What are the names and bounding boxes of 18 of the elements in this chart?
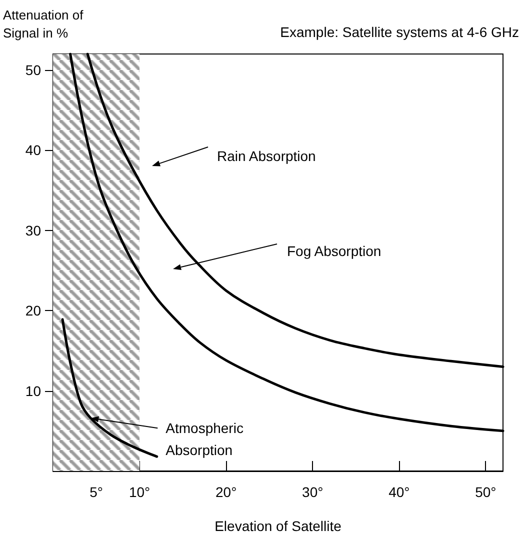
annotation: Fog Absorption	[287, 243, 382, 259]
x-tick-label: 50°	[475, 484, 496, 500]
chart-title: Example: Satellite systems at 4-6 GHz	[280, 24, 520, 40]
y-axis-title: Attenuation of Signal in %	[3, 8, 84, 40]
x-tick-label: 5°	[90, 484, 103, 500]
x-axis-title: Elevation of Satellite	[214, 518, 342, 534]
line-series	[61, 318, 158, 458]
annotation: Atmospheric Absorption	[166, 420, 244, 458]
y-tick-label: 40	[25, 142, 42, 158]
y-tick-label: 30	[25, 222, 42, 238]
x-tick-label: 10°	[128, 484, 150, 500]
y-tick-label: 10	[25, 382, 42, 399]
y-tick-label: 20	[25, 302, 42, 319]
x-tick-label: 40°	[388, 484, 410, 500]
x-tick-label: 20°	[215, 484, 237, 500]
annotation: Rain Absorption	[217, 148, 316, 164]
y-tick-label: 50	[25, 62, 42, 78]
x-tick-label: 30°	[302, 484, 324, 500]
